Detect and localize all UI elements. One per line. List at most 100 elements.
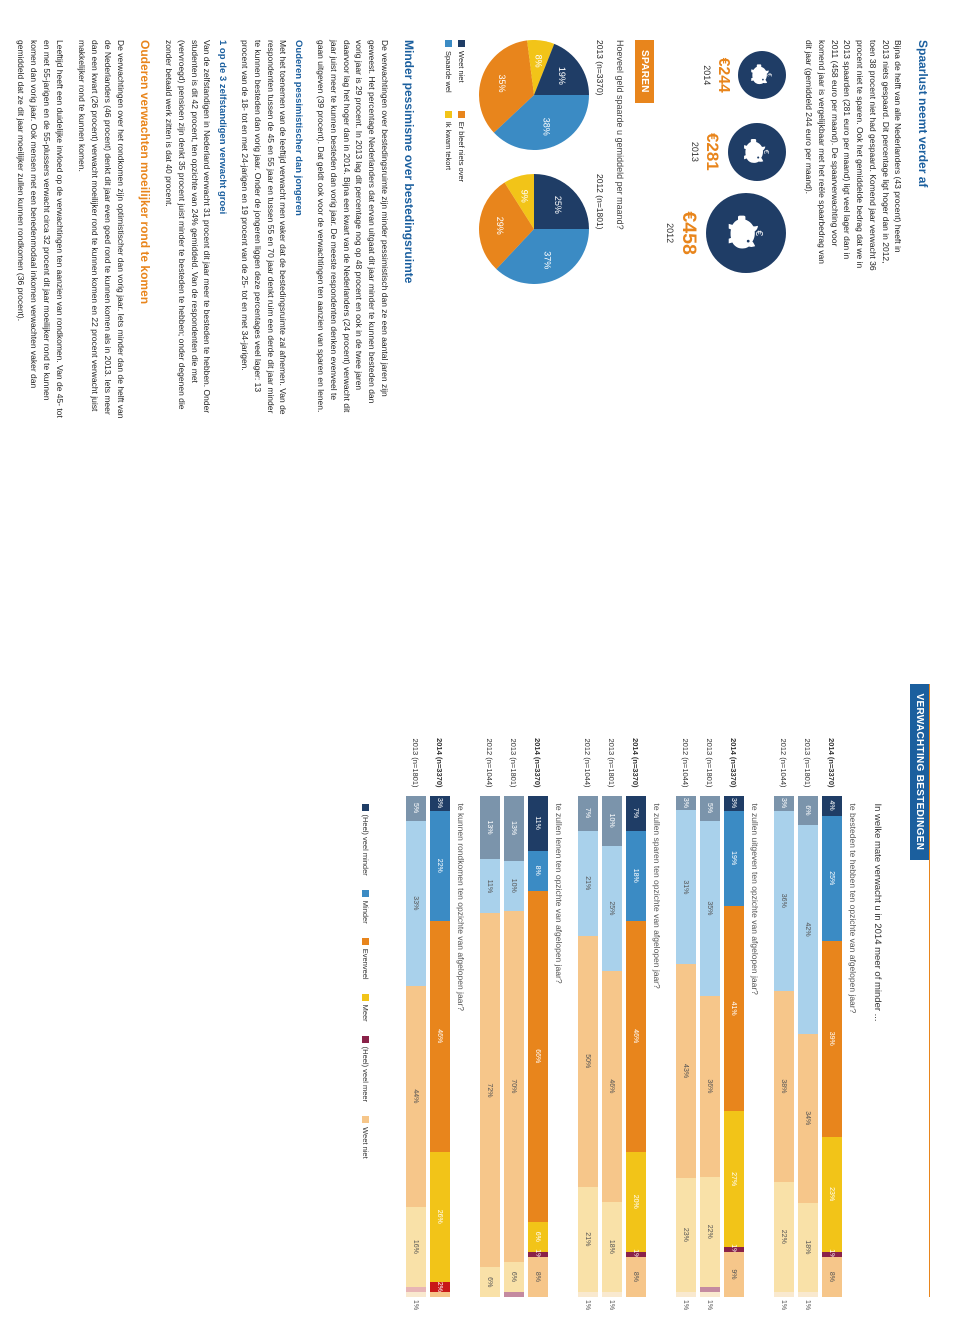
svg-text:8%: 8% [534,55,544,68]
stacked-bar: 10%25%46%18%1% [602,796,622,1298]
bar-row: 2014 (n=3370)4%25%39%23%1%8% [822,684,842,1298]
stacked-bar: 11%8%66%6%1%8% [528,796,548,1298]
bar-segment: 13% [480,796,500,860]
chart-block: te zullen sparen ten opzichte van afgelo… [578,684,662,1298]
bar-segment: 23% [676,1178,696,1292]
tag-verwachting: VERWACHTING BESTEDINGEN [910,684,929,861]
segment-label: 23% [829,1187,836,1201]
bar-segment: 1% [774,1292,794,1297]
paragraph-ouderen-jongeren: Met het toenemen van de leeftijd verwach… [238,40,289,420]
segment-label: 42% [805,923,812,937]
legend-swatch [445,111,452,118]
segment-label: 3% [437,798,444,808]
bar-segment: 6% [480,1267,500,1297]
segment-label: 36% [781,894,788,908]
bar-row: 2012 (n=1044)3%31%43%23%1% [676,684,696,1298]
pie-question: Hoeveel geld spaarde u gemiddeld per maa… [615,40,625,273]
segment-label: 6% [805,805,812,815]
segment-label: 7% [585,808,592,818]
piggy-item: € €458 2012 [665,193,786,273]
svg-text:38%: 38% [542,118,552,136]
bar-row-label: 2014 (n=3370) [436,684,445,796]
bar-row-label: 2012 (n=1044) [682,684,691,796]
bar-segment: 44% [406,986,426,1207]
bar-segment: 18% [626,831,646,921]
chart-question: te zullen lenen ten opzichte van afgelop… [554,804,564,1298]
bar-segment: 3% [430,796,450,811]
legend-swatch [362,1036,369,1043]
bar-segment: 19% [724,811,744,906]
segment-label: 3% [781,798,788,808]
paragraph-zelfstandigen: Van de zelfstandigen in Nederland verwac… [162,40,213,420]
bar-segment: 6% [504,1262,524,1292]
bar-segment: 1% [798,1292,818,1297]
bar-segment: 22% [700,1177,720,1287]
paragraph-rondkomen-2: Leeftijd heeft een duidelijke invloed op… [15,40,66,420]
legend-item: Er bleef niets over [457,111,466,182]
bar-row-label: 2012 (n=1044) [486,684,495,796]
segment-label: 3% [731,798,738,808]
piggy-value: €244 [714,58,732,93]
legend-label: Ik kwam tekort [444,122,453,170]
bar-segment: 13% [504,796,524,861]
bar-segment: 27% [724,1111,744,1246]
bar-segment: 1% [700,1292,720,1297]
bar-segment: 38% [774,991,794,1182]
segment-label: 13% [511,821,518,835]
stacked-bar: 6%42%34%18%1% [798,796,818,1298]
bar-row: 2013 (n=1801)10%25%46%18%1% [602,684,622,1298]
segment-label: 18% [633,869,640,883]
segment-label: 46% [437,1029,444,1043]
legend-item: Weet niet [361,1116,370,1159]
svg-text:9%: 9% [520,190,530,203]
bar-segment: 6% [528,1222,548,1252]
bar-segment: 36% [774,811,794,992]
bar-segment: 22% [430,811,450,921]
legend-label: Weet niet [457,51,466,83]
stacked-bar: 3%22%46%26%2% [430,796,450,1298]
legend-item: Evenveel [361,938,370,980]
bar-row-label: 2014 (n=3370) [828,684,837,796]
bar-segment: 10% [504,861,524,911]
legend-item: Weet niet [457,40,466,93]
bar-segment: 1% [602,1292,622,1297]
bar-segment: 20% [626,1152,646,1252]
segment-label: 5% [707,803,714,813]
pie-column: 2012 (n=1801)37%29%9%25% [474,174,605,284]
segment-label: 6% [511,1272,518,1282]
bar-segment: 8% [822,1257,842,1297]
heading-bestedingsruimte: Minder pessimisme over bestedingsruimte [401,40,417,420]
segment-label: 18% [609,1240,616,1254]
legend-swatch [362,938,369,945]
segment-label: 38% [781,1079,788,1093]
bar-segment: 4% [822,796,842,816]
bar-segment: 46% [626,921,646,1152]
legend-item: (Heel) veel minder [361,804,370,876]
paragraph-rondkomen-1: De verwachtingen over het rondkomen zijn… [76,40,127,420]
paragraph-bestedingsruimte-1: De verwachtingen over bestedingsruimte z… [314,40,391,420]
bar-segment: 2% [430,1282,450,1292]
chart-question: te besteden te hebben ten opzichte van a… [848,804,858,1298]
segment-label: 72% [487,1083,494,1097]
stacked-bar: 3%31%43%23%1% [676,796,696,1298]
segment-label: 20% [633,1195,640,1209]
bar-segment: 43% [676,964,696,1178]
bar-segment: 6% [798,796,818,826]
pie-legend: Weet nietSpaarde welEr bleef niets overI… [444,40,466,273]
piggy-icon: € [728,123,786,181]
pie-wrapper: 37%29%9%25% [474,174,589,284]
piggy-item: € €281 2013 [665,117,786,188]
bar-segment: 46% [430,921,450,1152]
segment-label: 25% [829,871,836,885]
bar-segment: 1% [676,1292,696,1297]
legend-label: Evenveel [361,949,370,980]
bar-segment: 70% [504,911,524,1262]
bar-segment: 3% [724,796,744,811]
segment-label: 33% [413,896,420,910]
bar-row: 2013 (n=1801)5%35%36%22%1% [700,684,720,1298]
segment-label: 1% [609,1300,616,1310]
bar-row: 2014 (n=3370)7%18%46%20%1%8% [626,684,646,1298]
segment-label: 41% [731,1002,738,1016]
bar-segment: 31% [676,810,696,964]
bar-row-label: 2013 (n=1801) [804,684,813,796]
